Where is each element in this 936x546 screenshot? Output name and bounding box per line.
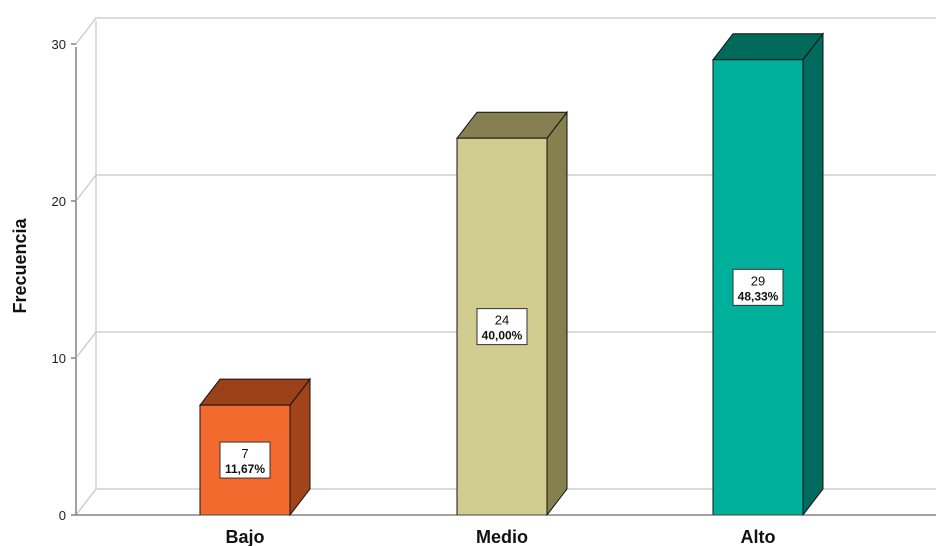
bar-top-face (198, 378, 312, 406)
x-category-label: Alto (741, 527, 776, 546)
bar-top-face (711, 33, 825, 61)
y-axis-title: Frecuencia (10, 217, 30, 313)
grid-line (75, 174, 936, 202)
data-label-count: 29 (751, 273, 765, 288)
data-label-box (732, 268, 784, 306)
y-tick-label: 20 (52, 194, 66, 209)
data-label-count: 24 (495, 313, 509, 328)
data-label-count: 7 (241, 446, 248, 461)
data-label-percent: 11,67% (225, 462, 265, 476)
data-label-box (219, 441, 271, 479)
y-tick-label: 0 (59, 508, 66, 523)
y-axis-ticks: 0 10 20 30 (52, 37, 76, 523)
grid-line (75, 331, 936, 359)
bar-side-face (802, 32, 824, 517)
bar-top-face (455, 111, 569, 139)
y-tick-label: 10 (52, 351, 66, 366)
y-tick-label: 30 (52, 37, 66, 52)
x-category-label: Bajo (225, 527, 264, 546)
x-axis-labels: Bajo Medio Alto (225, 527, 775, 546)
x-category-label: Medio (476, 527, 528, 546)
bar-side-face (546, 110, 568, 517)
grid-lines (75, 17, 936, 516)
data-label-box (476, 308, 528, 346)
grid-line (75, 17, 936, 45)
grid-line (75, 488, 936, 516)
data-label-percent: 40,00% (482, 329, 523, 343)
bar-bajo: 711,67% (198, 377, 312, 517)
data-label-percent: 48,33% (738, 289, 779, 303)
